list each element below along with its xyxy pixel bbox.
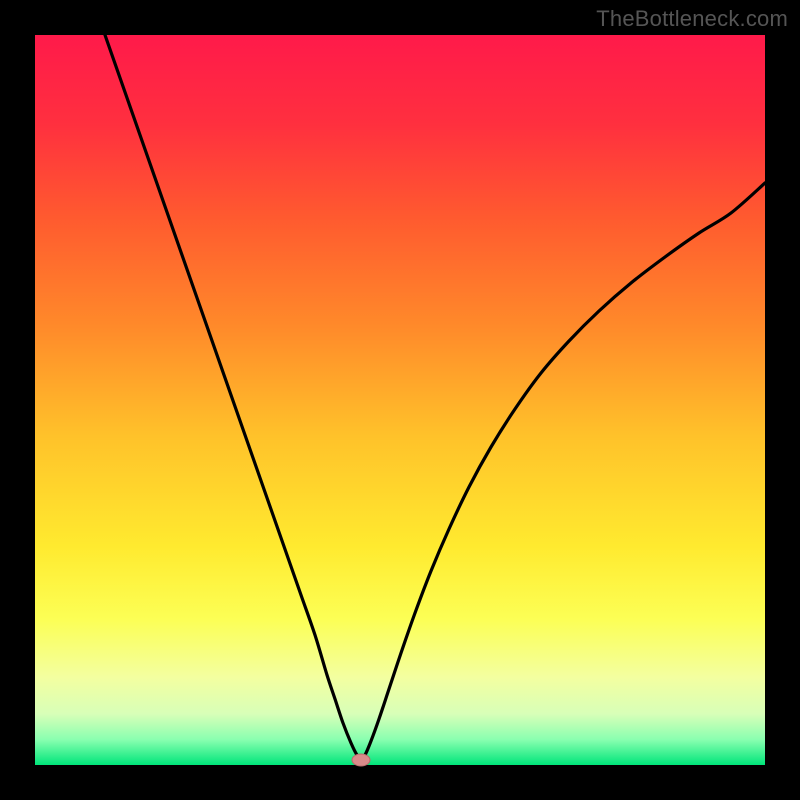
chart-container: TheBottleneck.com bbox=[0, 0, 800, 800]
watermark-text: TheBottleneck.com bbox=[596, 6, 788, 32]
optimal-point-marker bbox=[352, 754, 370, 766]
bottleneck-chart bbox=[0, 0, 800, 800]
